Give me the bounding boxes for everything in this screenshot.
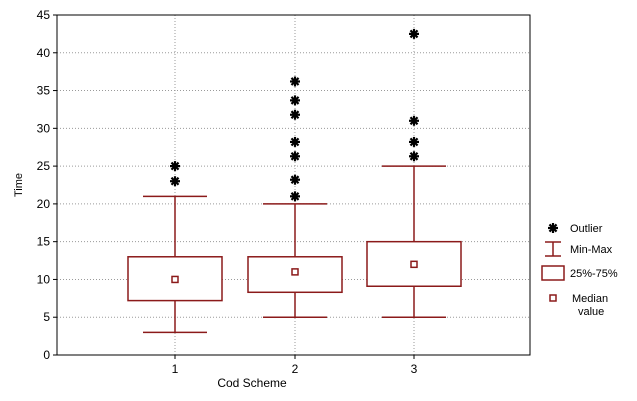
grid-layer <box>57 15 530 355</box>
box-layer <box>127 28 462 334</box>
y-tick-label: 0 <box>43 348 50 362</box>
box-plot-1 <box>127 161 223 334</box>
legend-label: value <box>578 306 604 318</box>
legend-label: Outlier <box>570 223 603 235</box>
outlier-point <box>409 28 419 39</box>
outlier-point <box>290 136 300 147</box>
box-plot-3 <box>366 28 462 318</box>
box-plot-2 <box>247 76 343 318</box>
box-icon <box>541 265 565 281</box>
y-tick-label: 20 <box>37 197 51 211</box>
iqr-box <box>366 240 462 287</box>
x-tick-label: 2 <box>292 362 299 376</box>
median-marker <box>410 260 418 269</box>
y-tick-label: 40 <box>37 46 51 60</box>
y-axis-title: Time <box>13 173 25 197</box>
outlier-star-icon <box>548 223 558 233</box>
y-tick-label: 45 <box>37 8 51 22</box>
y-tick-label: 5 <box>43 310 50 324</box>
y-tick-label: 30 <box>37 121 51 135</box>
x-tick-label: 3 <box>411 362 418 376</box>
y-tick-label: 35 <box>37 84 51 98</box>
outlier-point <box>170 176 180 187</box>
outlier-point <box>290 76 300 87</box>
legend-label: Min-Max <box>570 244 613 256</box>
y-tick-label: 10 <box>37 272 51 286</box>
axis-layer: 0 5 10 15 20 25 30 35 40 45 1 2 3 <box>37 8 418 376</box>
legend-item: Outlier <box>548 223 603 235</box>
y-tick-label: 15 <box>37 235 51 249</box>
whisker-icon <box>545 241 561 257</box>
x-axis-title: Cod Scheme <box>217 376 287 390</box>
legend-label: 25%-75% <box>570 268 618 280</box>
median-marker <box>291 268 299 276</box>
outlier-point <box>290 151 300 162</box>
outlier-point <box>290 109 300 120</box>
outlier-point <box>170 161 180 172</box>
y-tick-label: 25 <box>37 159 51 173</box>
outlier-point <box>409 136 419 147</box>
median-square-icon <box>549 294 557 302</box>
outlier-point <box>409 115 419 126</box>
x-tick-label: 1 <box>172 362 179 376</box>
legend-item: 25%-75% <box>541 265 618 281</box>
legend-label: Median <box>572 293 608 305</box>
median-marker <box>171 275 179 284</box>
plot-frame <box>56 14 531 356</box>
legend-item: Min-Max <box>545 241 613 257</box>
outlier-point <box>290 174 300 185</box>
outlier-point <box>290 95 300 106</box>
outlier-point <box>290 191 300 202</box>
outlier-point <box>409 151 419 162</box>
